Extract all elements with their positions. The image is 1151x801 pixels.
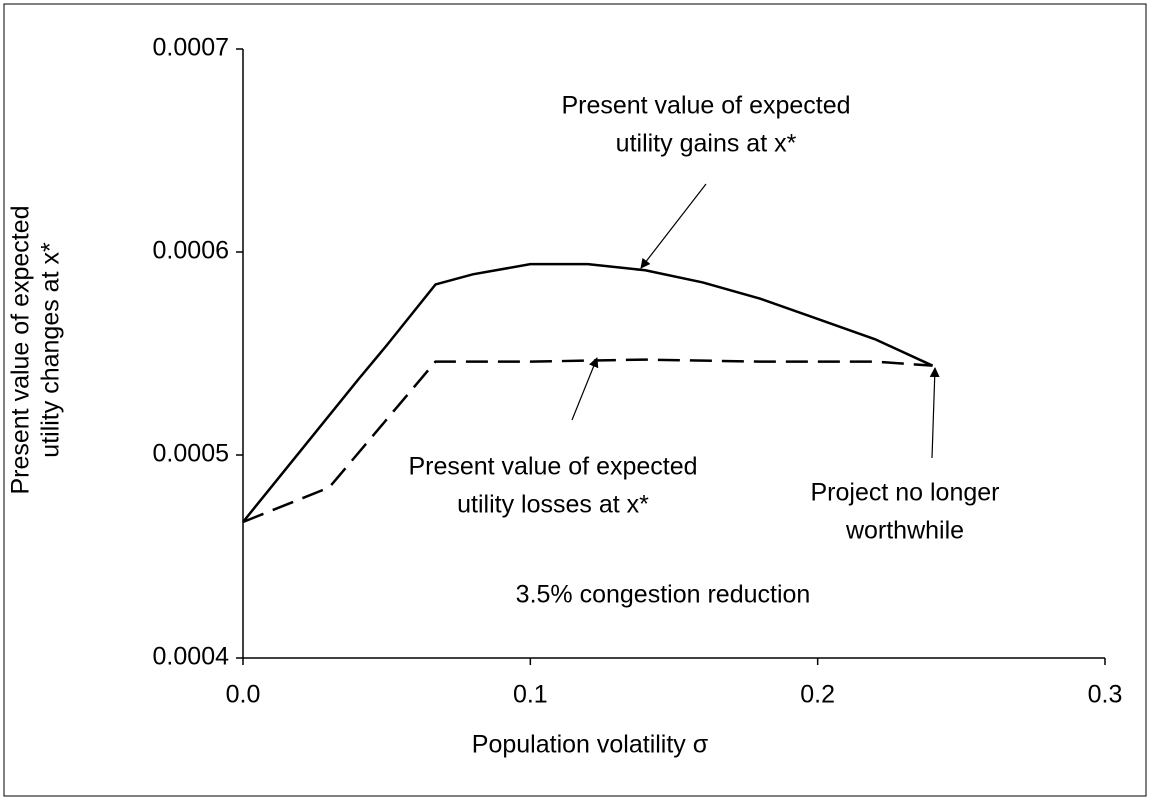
annotation: Project no longer (810, 479, 999, 507)
annotation: utility gains at x* (616, 130, 797, 158)
line-series (242, 358, 933, 524)
annotation: worthwhile (845, 517, 964, 545)
y-tick-label: 0.0007 (153, 34, 229, 62)
annotation-arrow (640, 183, 707, 269)
y-tick-label: 0.0006 (153, 237, 229, 265)
x-tick-label: 0.0 (226, 681, 261, 709)
annotation: utility losses at x* (457, 491, 649, 519)
x-tick-label: 0.3 (1088, 681, 1123, 709)
annotation-arrow (571, 357, 599, 421)
y-axis-label: Present value of expected (7, 205, 35, 494)
annotation-arrow (929, 367, 940, 459)
y-tick-label: 0.0004 (153, 643, 230, 671)
line-series (242, 262, 934, 523)
x-tick-label: 0.1 (513, 681, 548, 709)
y-axis-label: utility changes at x* (37, 242, 65, 458)
annotation: Present value of expected (408, 453, 697, 481)
annotation: 3.5% congestion reduction (516, 581, 811, 609)
frame (3, 3, 1147, 797)
x-axis-label: Population volatility σ (472, 731, 709, 759)
annotation: Present value of expected (561, 92, 850, 120)
x-tick-label: 0.2 (800, 681, 835, 709)
y-tick-label: 0.0005 (153, 440, 229, 468)
